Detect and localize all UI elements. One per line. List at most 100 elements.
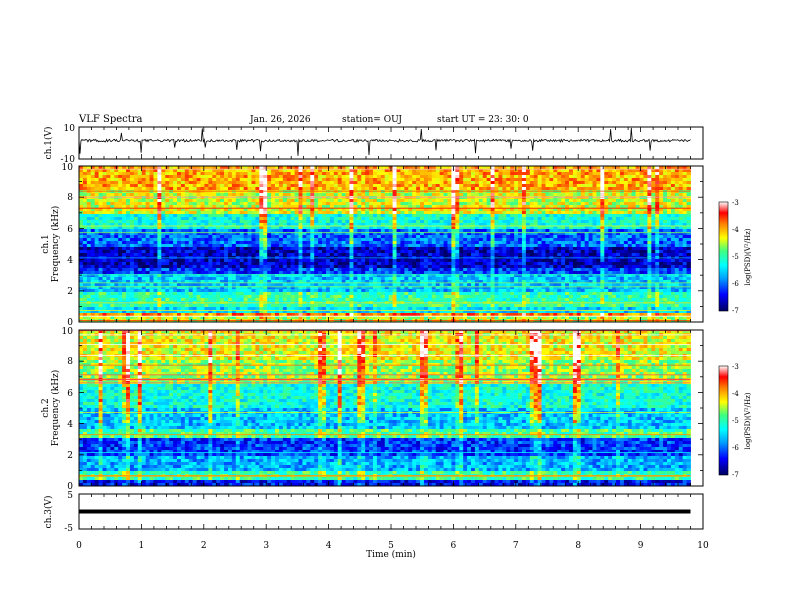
spectrogram-cell <box>310 226 315 230</box>
spectrogram-cell <box>643 202 648 206</box>
spectrogram-cell <box>447 190 452 194</box>
spectrogram-cell <box>474 181 480 185</box>
spectrogram-cell <box>365 250 370 254</box>
spectrogram-cell <box>180 259 186 263</box>
spectrogram-cell <box>678 187 684 191</box>
spectrogram-cell <box>243 214 248 218</box>
spectrogram-cell <box>247 205 252 209</box>
spectrogram-cell <box>298 229 303 233</box>
spectrogram-cell <box>643 193 648 197</box>
spectrogram-cell <box>220 202 225 206</box>
spectrogram-cell <box>572 196 578 200</box>
spectrogram-cell <box>541 193 546 197</box>
spectrogram-cell <box>600 175 605 179</box>
spectrogram-cell <box>298 199 303 203</box>
spectrogram-cell <box>663 208 668 212</box>
spectrogram-cell <box>549 247 554 251</box>
spectrogram-cell <box>133 181 139 185</box>
spectrogram-cell <box>110 241 115 245</box>
spectrogram-cell <box>572 199 578 203</box>
spectrogram-cell <box>318 196 323 200</box>
spectrogram-cell <box>623 226 629 230</box>
spectrogram-cell <box>431 190 437 194</box>
spectrogram-cell <box>271 250 276 254</box>
spectrogram-cell <box>447 214 452 218</box>
spectrogram-cell <box>337 166 343 170</box>
spectrogram-cell <box>157 214 162 218</box>
spectrogram-cell <box>216 244 221 248</box>
spectrogram-cell <box>251 229 256 233</box>
spectrogram-cell <box>251 205 256 209</box>
spectrogram-cell <box>286 229 292 233</box>
spectrogram-cell <box>114 214 119 218</box>
spectrogram-cell <box>376 172 382 176</box>
spectrogram-cell <box>102 208 107 212</box>
spectrogram-cell <box>239 217 245 221</box>
spectrogram-cell <box>439 199 444 203</box>
spectrogram-cell <box>537 181 542 185</box>
spectrogram-cell <box>243 202 248 206</box>
spectrogram-cell <box>192 250 197 254</box>
spectrogram-cell <box>137 253 143 257</box>
spectrogram-cell <box>318 175 323 179</box>
spectrogram-cell <box>549 229 554 233</box>
spectrogram-cell <box>169 241 174 245</box>
spectrogram-cell <box>86 205 92 209</box>
spectrogram-cell <box>79 250 84 254</box>
spectrogram-cell <box>208 169 213 173</box>
spectrogram-cell <box>341 175 346 179</box>
spectrogram-cell <box>247 226 252 230</box>
spectrogram-cell <box>314 211 319 215</box>
spectrogram-cell <box>94 229 99 233</box>
spectrogram-cell <box>580 193 586 197</box>
spectrogram-cell <box>439 196 444 200</box>
spectrogram-cell <box>565 214 570 218</box>
spectrogram-cell <box>357 211 362 215</box>
spectrogram-cell <box>110 166 115 170</box>
spectrogram-cell <box>400 253 405 257</box>
spectrogram-cell <box>459 175 464 179</box>
spectrogram-cell <box>549 169 554 173</box>
spectrogram-cell <box>670 205 676 209</box>
spectrogram-cell <box>188 178 194 182</box>
spectrogram-cell <box>357 169 362 173</box>
spectrogram-cell <box>318 202 323 206</box>
spectrogram-cell <box>200 247 205 251</box>
spectrogram-cell <box>196 226 201 230</box>
spectrogram-cell <box>600 235 605 239</box>
spectrogram-cell <box>184 232 190 236</box>
spectrogram-cell <box>584 196 589 200</box>
spectrogram-cell <box>404 181 409 185</box>
spectrogram-cell <box>79 247 84 251</box>
spectrogram-cell <box>298 220 303 224</box>
spectrogram-cell <box>196 202 201 206</box>
spectrogram-cell <box>451 229 456 233</box>
spectrogram-cell <box>369 199 374 203</box>
spectrogram-cell <box>184 244 190 248</box>
spectrogram-cell <box>510 202 515 206</box>
spectrogram-cell <box>569 181 574 185</box>
spectrogram-cell <box>439 229 444 233</box>
spectrogram-cell <box>376 178 382 182</box>
spectrogram-cell <box>651 202 656 206</box>
spectrogram-cell <box>251 184 256 188</box>
spectrogram-cell <box>149 178 154 182</box>
spectrogram-cell <box>565 202 570 206</box>
spectrogram-cell <box>420 211 425 215</box>
spectrogram-cell <box>278 232 284 236</box>
spectrogram-cell <box>161 169 166 173</box>
spectrogram-cell <box>521 259 527 263</box>
spectrogram-cell <box>549 172 554 176</box>
spectrogram-cell <box>353 238 358 242</box>
spectrogram-cell <box>251 259 256 263</box>
spectrogram-cell <box>263 175 268 179</box>
spectrogram-cell <box>341 166 346 170</box>
spectrogram-cell <box>188 175 194 179</box>
spectrogram-cell <box>231 238 237 242</box>
spectrogram-cell <box>302 175 307 179</box>
spectrogram-cell <box>420 166 425 170</box>
spectrogram-cell <box>561 169 566 173</box>
spectrogram-cell <box>388 223 393 227</box>
spectrogram-cell <box>102 181 107 185</box>
spectrogram-cell <box>247 250 252 254</box>
